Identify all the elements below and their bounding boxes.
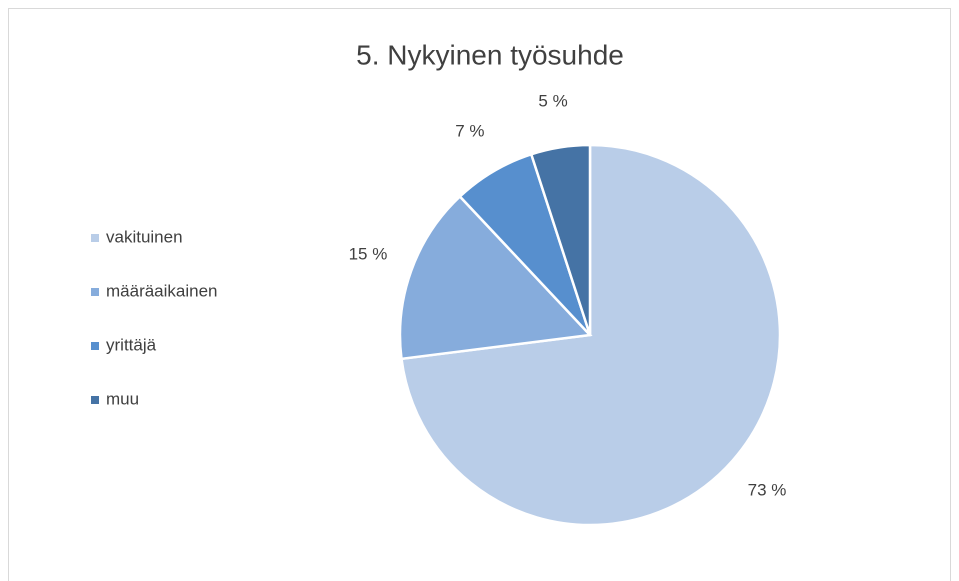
legend-swatch — [91, 396, 99, 404]
legend-label: määräaikainen — [106, 281, 218, 300]
legend-swatch — [91, 234, 99, 242]
chart-title: 5. Nykyinen työsuhde — [356, 39, 624, 70]
data-label: 15 % — [349, 245, 388, 264]
legend-label: vakituinen — [106, 227, 183, 246]
legend-swatch — [91, 288, 99, 296]
pie-slice — [398, 194, 593, 361]
legend-swatch — [91, 342, 99, 350]
data-label: 7 % — [455, 121, 484, 140]
data-label: 5 % — [538, 91, 567, 110]
pie-slice — [529, 143, 592, 336]
legend-label: muu — [106, 389, 139, 408]
legend-label: yrittäjä — [106, 335, 157, 354]
data-label: 73 % — [748, 481, 787, 500]
